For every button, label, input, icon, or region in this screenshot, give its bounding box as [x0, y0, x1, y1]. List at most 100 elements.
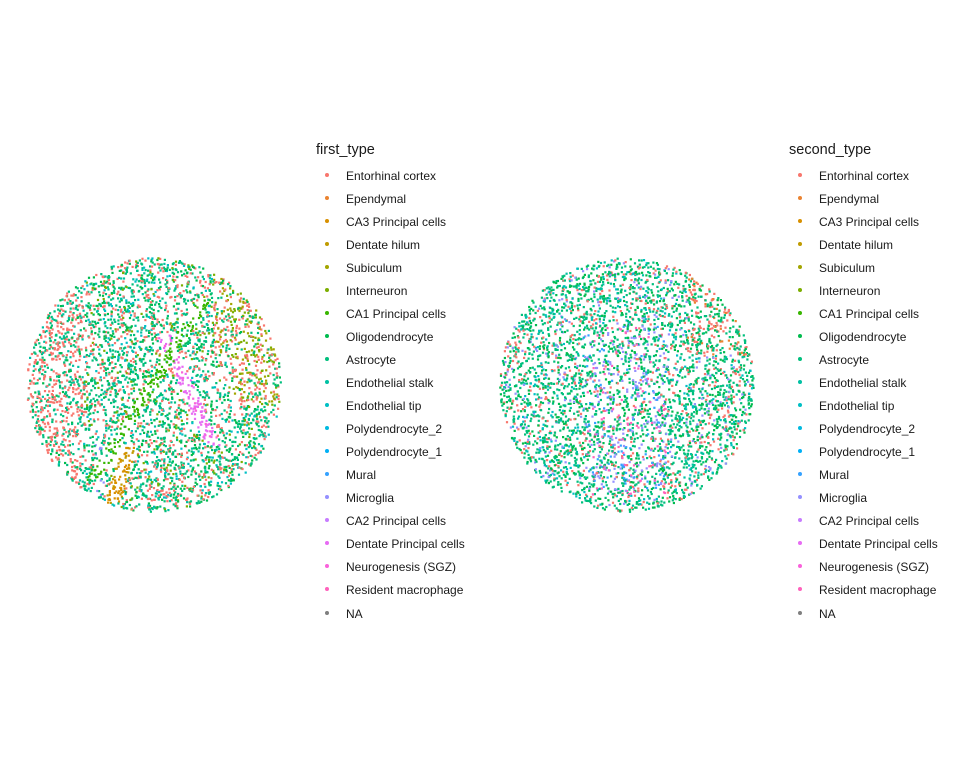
cell-point [228, 347, 231, 350]
cell-point [50, 346, 53, 349]
cell-point [133, 409, 136, 412]
cell-point [164, 476, 167, 479]
cell-point [189, 429, 192, 432]
cell-point [118, 305, 121, 309]
cell-point [188, 488, 191, 491]
cell-point [211, 426, 214, 430]
cell-point [177, 343, 180, 346]
cell-point [72, 470, 75, 473]
cell-point [80, 412, 83, 415]
legend-dot-icon [325, 564, 329, 568]
cell-point [119, 475, 122, 478]
cell-point [231, 464, 234, 467]
cell-point [185, 289, 188, 292]
cell-point [645, 262, 648, 265]
cell-point [57, 344, 60, 347]
cell-point [124, 272, 127, 275]
cell-point [212, 373, 215, 376]
cell-point [227, 406, 230, 409]
cell-point [195, 347, 199, 351]
cell-point [132, 389, 136, 393]
cell-point [83, 355, 86, 358]
cell-point [247, 395, 250, 398]
cell-point [56, 355, 59, 358]
cell-point [65, 335, 68, 338]
cell-point [218, 466, 221, 469]
cell-point [104, 395, 107, 398]
cell-point [102, 392, 105, 395]
cell-point [91, 402, 94, 405]
cell-point [101, 294, 105, 297]
cell-point [79, 334, 82, 337]
cell-point [696, 435, 699, 438]
cell-point [119, 347, 122, 350]
cell-point [214, 324, 217, 327]
cell-point [162, 270, 165, 273]
cell-point [55, 434, 58, 437]
legend-label: Astrocyte [346, 352, 397, 367]
cell-point [59, 413, 63, 416]
cell-point [125, 411, 128, 414]
cell-point [29, 410, 32, 413]
cell-point [244, 323, 247, 326]
cell-point [159, 452, 163, 455]
cell-point [130, 498, 133, 501]
cell-point [245, 319, 248, 322]
cell-point [205, 425, 208, 428]
cell-point [548, 320, 551, 323]
cell-point [76, 348, 79, 351]
cell-point [159, 437, 162, 440]
cell-point [64, 364, 67, 367]
cell-point [57, 308, 60, 311]
cell-point [101, 360, 104, 363]
cell-point [194, 365, 198, 368]
cell-point [110, 418, 113, 421]
cell-point [121, 398, 124, 401]
cell-point [100, 478, 103, 481]
cell-point [170, 326, 173, 329]
cell-point [160, 487, 163, 490]
cell-point [208, 491, 211, 494]
cell-point [593, 319, 596, 322]
cell-point [74, 350, 77, 353]
cell-point [124, 478, 127, 481]
cell-point [202, 390, 205, 393]
cell-point [189, 379, 193, 382]
cell-point [94, 453, 97, 456]
legend-item: Subiculum [316, 256, 465, 279]
cell-point [216, 308, 219, 311]
cell-point [89, 322, 92, 325]
cell-point [51, 418, 54, 421]
cell-point [155, 323, 158, 326]
cell-point [260, 333, 263, 336]
cell-point [163, 437, 166, 440]
tissue-points [499, 257, 755, 513]
cell-point [157, 263, 160, 266]
cell-point [65, 356, 68, 359]
cell-point [640, 407, 644, 410]
cell-point [97, 402, 100, 405]
cell-point [234, 329, 238, 332]
cell-point [202, 317, 205, 320]
cell-point [197, 296, 200, 299]
cell-point [632, 481, 635, 484]
cell-point [66, 302, 69, 305]
cell-point [95, 438, 98, 441]
cell-point [67, 317, 70, 320]
legend-item: NA [316, 602, 465, 625]
cell-point [92, 348, 95, 351]
cell-point [237, 342, 240, 345]
cell-point [540, 329, 543, 332]
cell-point [132, 278, 135, 281]
cell-point [229, 296, 232, 299]
cell-point [256, 394, 259, 397]
cell-point [91, 320, 94, 323]
cell-point [192, 410, 195, 413]
cell-point [87, 467, 90, 470]
cell-point [48, 337, 51, 340]
cell-point [105, 420, 108, 423]
cell-point [130, 485, 133, 488]
cell-point [152, 312, 155, 315]
cell-point [128, 287, 132, 290]
cell-point [103, 330, 106, 334]
